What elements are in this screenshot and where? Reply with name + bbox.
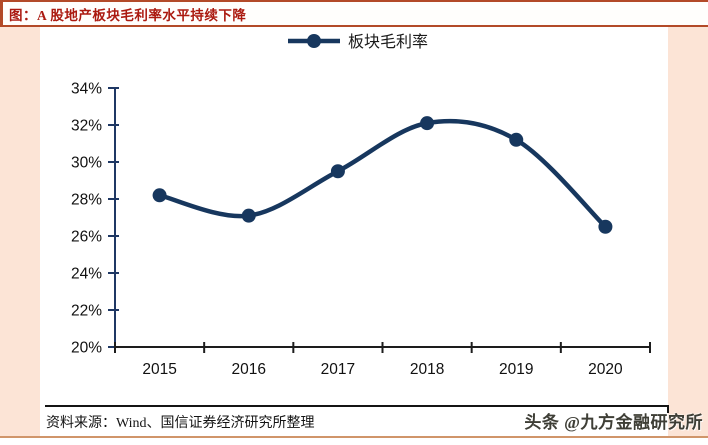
source-divider-line [45,405,669,407]
data-point-marker [241,208,256,223]
source-divider-end-tick [667,405,669,413]
y-tick-label: 32% [71,118,102,135]
card-title: 图：A 股地产板块毛利率水平持续下降 [9,7,247,23]
source-label: 资料来源：Wind、国信证券经济研究所整理 [46,416,315,431]
data-point-marker [509,132,524,147]
y-tick-label: 28% [71,192,102,209]
legend-label: 板块毛利率 [348,33,428,51]
chart-panel: 板块毛利率 20% 22% 24% 26% 28% 30% 32% 34% 2015 2016 201… [40,27,703,436]
gross-margin-line-chart: 板块毛利率 20% 22% 24% 26% 28% 30% 32% 34% 2015 2016 201… [71,33,651,378]
y-tick-label: 24% [71,266,102,283]
card-body: 板块毛利率 20% 22% 24% 26% 28% 30% 32% 34% 2015 2016 201… [0,27,708,436]
card-title-bar: 图：A 股地产板块毛利率水平持续下降 [0,2,708,25]
card-top-border [0,0,708,2]
x-tick-label: 2015 [142,361,176,378]
x-tick-label: 2017 [321,361,355,378]
y-tick-label: 26% [71,229,102,246]
title-underline [0,25,708,27]
watermark-label: 头条 @九方金融研究所 [524,413,703,432]
x-tick-label: 2019 [499,361,533,378]
y-tick-label: 30% [71,155,102,172]
y-tick-label: 34% [71,81,102,98]
x-tick-label: 2020 [588,361,623,378]
legend-marker-sample [307,34,321,48]
series-line [157,118,608,229]
data-point-marker [598,219,613,234]
y-tick-label: 22% [71,303,102,320]
x-tick-label: 2016 [232,361,266,378]
data-point-marker [330,164,345,179]
data-point-marker [420,116,435,131]
x-tick-label: 2018 [410,361,444,378]
data-point-marker [152,188,167,203]
y-tick-label: 20% [71,340,102,357]
card-bottom-border [0,436,708,438]
